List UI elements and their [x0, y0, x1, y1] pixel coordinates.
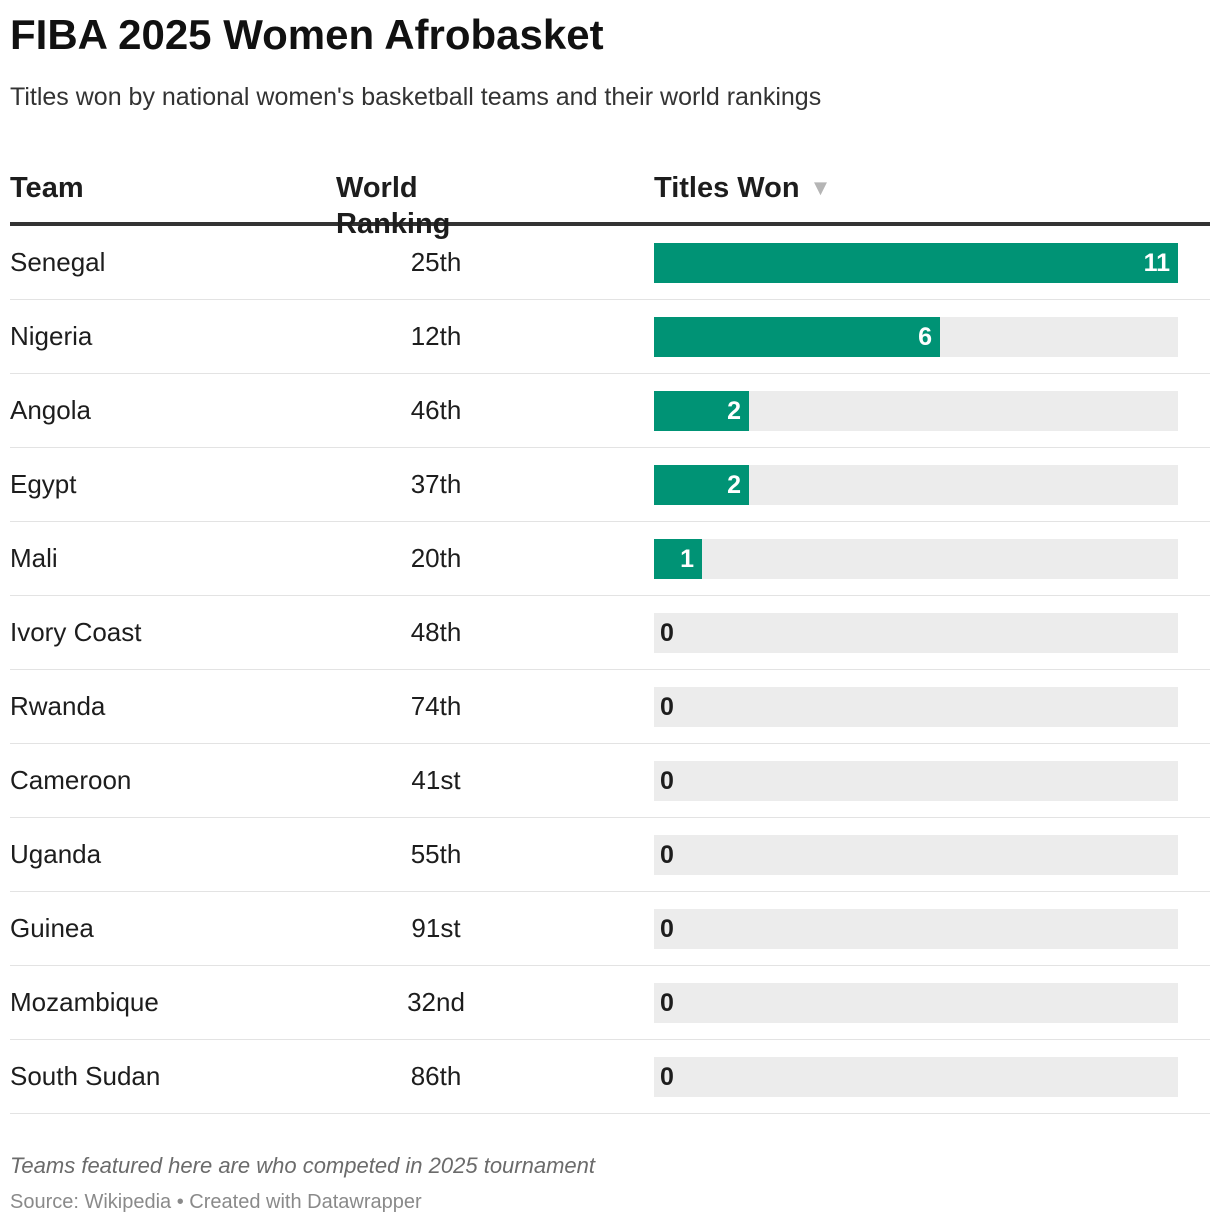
- world-ranking: 55th: [410, 839, 462, 869]
- table-row: Mali 20th 1: [10, 522, 1210, 596]
- table-row: Ivory Coast 48th 0: [10, 596, 1210, 670]
- world-ranking: 20th: [410, 543, 462, 573]
- titles-bar: [654, 539, 702, 579]
- chart-source: Source: Wikipedia • Created with Datawra…: [10, 1191, 422, 1213]
- world-ranking: 46th: [410, 395, 462, 425]
- team-name: Angola: [10, 395, 91, 425]
- titles-value-label: 0: [660, 619, 674, 647]
- bar-track: 1: [654, 539, 1178, 579]
- bar-track: 2: [654, 391, 1178, 431]
- world-ranking: 74th: [410, 691, 462, 721]
- bar-track: 0: [654, 1057, 1178, 1097]
- bar-track: 0: [654, 983, 1178, 1023]
- team-name: Cameroon: [10, 765, 132, 795]
- table-row: South Sudan 86th 0: [10, 1040, 1210, 1114]
- world-ranking: 25th: [410, 247, 462, 277]
- bar-track: 0: [654, 687, 1178, 727]
- titles-bar: [654, 243, 1178, 283]
- bar-track: 0: [654, 909, 1178, 949]
- team-name: Senegal: [10, 247, 106, 277]
- world-ranking: 48th: [410, 617, 462, 647]
- team-name: Rwanda: [10, 691, 106, 721]
- team-name: South Sudan: [10, 1061, 161, 1091]
- bar-track: 0: [654, 613, 1178, 653]
- titles-value-label: 0: [660, 1063, 674, 1091]
- column-header-titles-won-label: Titles Won: [654, 172, 800, 204]
- table-row: Egypt 37th 2: [10, 448, 1210, 522]
- titles-value-label: 0: [660, 693, 674, 721]
- table-row: Guinea 91st 0: [10, 892, 1210, 966]
- world-ranking: 86th: [410, 1061, 462, 1091]
- titles-value-label: 0: [660, 767, 674, 795]
- table-row: Mozambique 32nd 0: [10, 966, 1210, 1040]
- titles-bar: [654, 317, 940, 357]
- titles-value-label: 0: [660, 841, 674, 869]
- bar-track: 0: [654, 835, 1178, 875]
- table-row: Nigeria 12th 6: [10, 300, 1210, 374]
- world-ranking: 37th: [410, 469, 462, 499]
- data-table: Team World Ranking Titles Won ▼ Senegal 25…: [10, 160, 1210, 1114]
- table-body: Senegal 25th 11 Nigeria 12th 6 Angola 46th 2 Egyp…: [10, 226, 1210, 1114]
- titles-value-label: 6: [918, 323, 932, 351]
- team-name: Guinea: [10, 913, 94, 943]
- table-row: Cameroon 41st 0: [10, 744, 1210, 818]
- bar-track: 6: [654, 317, 1178, 357]
- table-row: Uganda 55th 0: [10, 818, 1210, 892]
- table-row: Rwanda 74th 0: [10, 670, 1210, 744]
- titles-value-label: 2: [727, 397, 741, 425]
- team-name: Ivory Coast: [10, 617, 142, 647]
- titles-bar: [654, 465, 749, 505]
- sort-descending-icon[interactable]: ▼: [809, 175, 832, 200]
- chart-note: Teams featured here are who competed in …: [10, 1153, 595, 1178]
- titles-value-label: 0: [660, 989, 674, 1017]
- table-row: Senegal 25th 11: [10, 226, 1210, 300]
- team-name: Mozambique: [10, 987, 159, 1017]
- world-ranking: 91st: [411, 913, 461, 943]
- titles-value-label: 2: [727, 471, 741, 499]
- team-name: Egypt: [10, 469, 77, 499]
- team-name: Uganda: [10, 839, 102, 869]
- bar-track: 0: [654, 761, 1178, 801]
- column-header-team[interactable]: Team: [10, 172, 84, 204]
- chart-subtitle: Titles won by national women's basketbal…: [10, 83, 822, 111]
- titles-value-label: 1: [680, 545, 694, 573]
- titles-value-label: 11: [1143, 249, 1170, 277]
- table-row: Angola 46th 2: [10, 374, 1210, 448]
- world-ranking: 12th: [410, 321, 462, 351]
- world-ranking: 32nd: [407, 987, 465, 1017]
- team-name: Nigeria: [10, 321, 93, 351]
- titles-value-label: 0: [660, 915, 674, 943]
- titles-bar: [654, 391, 749, 431]
- bar-track: 2: [654, 465, 1178, 505]
- table-header: Team World Ranking Titles Won ▼: [10, 160, 1210, 240]
- bar-track: 11: [654, 243, 1178, 283]
- world-ranking: 41st: [411, 765, 461, 795]
- column-header-titles-won[interactable]: Titles Won ▼: [654, 170, 831, 206]
- chart-title: FIBA 2025 Women Afrobasket: [10, 11, 604, 58]
- team-name: Mali: [10, 543, 58, 573]
- column-header-world-ranking[interactable]: World Ranking: [336, 172, 451, 240]
